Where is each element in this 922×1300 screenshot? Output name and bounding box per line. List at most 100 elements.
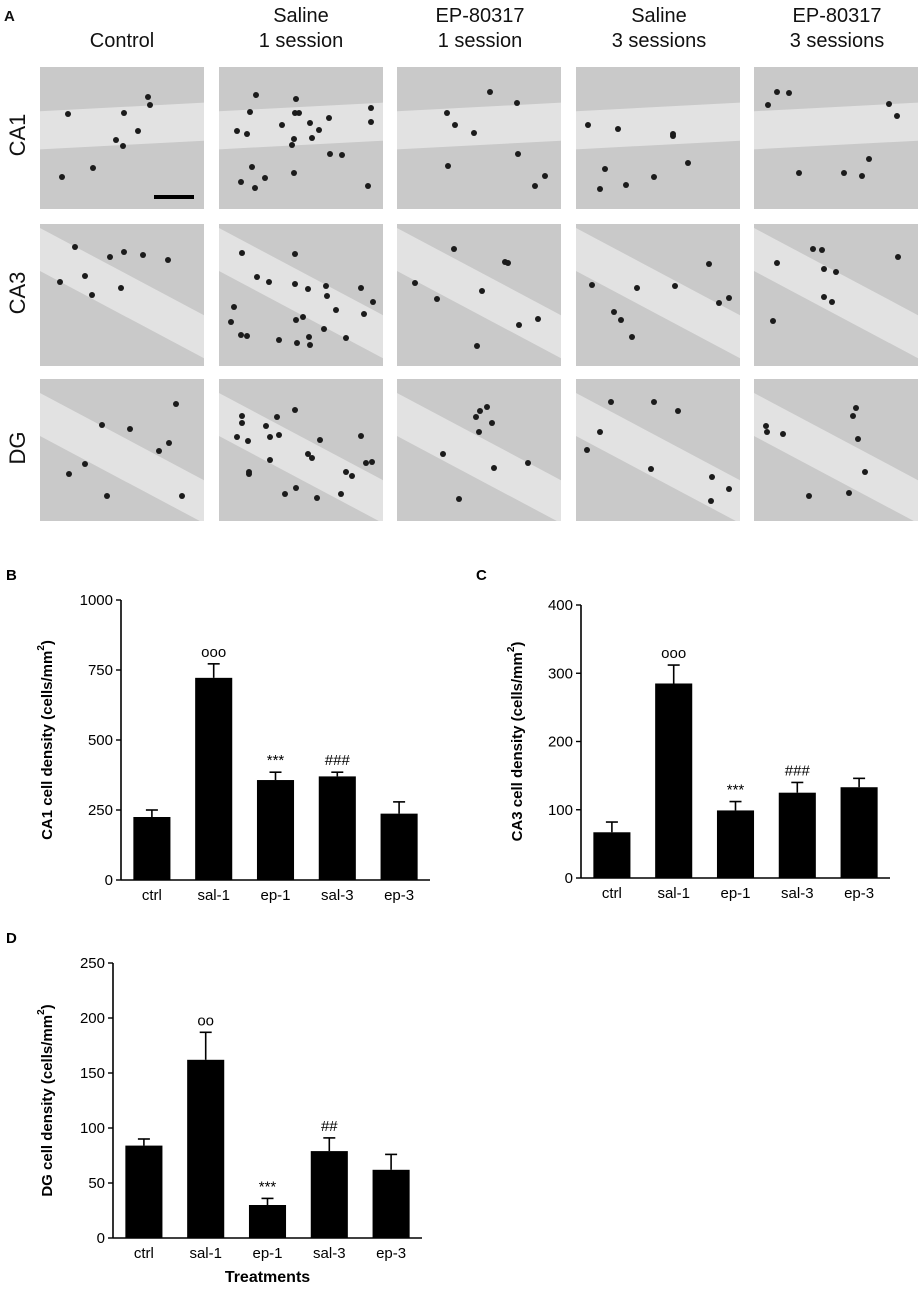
stained-cell	[444, 110, 450, 116]
stained-cell	[307, 120, 313, 126]
stained-cell	[786, 90, 792, 96]
stained-cell	[324, 293, 330, 299]
column-header-ep-1: EP-80317 1 session	[435, 5, 525, 52]
stained-cell	[434, 296, 440, 302]
stained-cell	[245, 438, 251, 444]
stained-cell	[323, 283, 329, 289]
x-tick-label: sal-3	[313, 1245, 346, 1262]
stained-cell	[59, 174, 65, 180]
x-tick-label: sal-1	[197, 887, 230, 904]
x-tick-label: ep-1	[720, 885, 750, 902]
stained-cell	[234, 128, 240, 134]
bar-ep-1	[248, 1205, 287, 1238]
stained-cell	[853, 405, 859, 411]
stained-cell	[866, 156, 872, 162]
stained-cell	[57, 279, 63, 285]
stained-cell	[156, 448, 162, 454]
stained-cell	[763, 423, 769, 429]
stained-cell	[249, 164, 255, 170]
stained-cell	[82, 461, 88, 467]
stained-cell	[368, 105, 374, 111]
stained-cell	[476, 429, 482, 435]
column-header-ep-3: EP-80317 3 sessions	[789, 5, 885, 52]
stained-cell	[806, 493, 812, 499]
stained-cell	[267, 457, 273, 463]
stained-cell	[515, 151, 521, 157]
x-tick-label: ep-3	[376, 1245, 406, 1262]
stained-cell	[276, 432, 282, 438]
stained-cell	[253, 92, 259, 98]
stained-cell	[623, 182, 629, 188]
stained-cell	[440, 451, 446, 457]
chart-ca1: B 0 250 500 750 1000 CA1 cell density (cells/m…	[6, 567, 430, 904]
stained-cell	[300, 314, 306, 320]
stained-cell	[774, 89, 780, 95]
stained-cell	[819, 247, 825, 253]
panel-letter: B	[6, 567, 17, 584]
stained-cell	[487, 89, 493, 95]
stained-cell	[363, 460, 369, 466]
stained-cell	[484, 404, 490, 410]
stained-cell	[810, 246, 816, 252]
significance-mark: ***	[259, 1178, 277, 1195]
y-axis-label: CA3 cell density (cells/mm2)	[506, 642, 526, 842]
stained-cell	[886, 101, 892, 107]
stained-cell	[706, 261, 712, 267]
stained-cell	[166, 440, 172, 446]
chart-dg: D 0 50 100 150 200 250 DG cell density (cells/m…	[6, 930, 422, 1286]
x-tick-label: ep-1	[252, 1245, 282, 1262]
y-axis-label: CA1 cell density (cells/mm2)	[36, 640, 56, 840]
y-tick-label: 50	[88, 1175, 105, 1192]
stained-cell	[859, 173, 865, 179]
stained-cell	[833, 269, 839, 275]
stained-cell	[339, 152, 345, 158]
stained-cell	[327, 151, 333, 157]
stained-cell	[305, 451, 311, 457]
stained-cell	[675, 408, 681, 414]
stained-cell	[685, 160, 691, 166]
bar-sal-1	[187, 1059, 225, 1238]
micrograph-ca3-3	[576, 224, 740, 366]
micrograph-ca3-2	[397, 224, 561, 366]
stained-cell	[246, 469, 252, 475]
stained-cell	[477, 408, 483, 414]
stained-cell	[239, 250, 245, 256]
x-axis-label: Treatments	[225, 1269, 310, 1286]
chart-ca3: C 0 100 200 300 400 CA3 cell density (cells/mm…	[476, 567, 890, 910]
stained-cell	[765, 102, 771, 108]
stained-cell	[179, 493, 185, 499]
stained-cell	[597, 186, 603, 192]
x-tick-label: ep-3	[384, 887, 414, 904]
stained-cell	[895, 254, 901, 260]
stained-cell	[774, 260, 780, 266]
stained-cell	[231, 304, 237, 310]
stained-cell	[491, 465, 497, 471]
y-tick-label: 250	[88, 802, 113, 819]
stained-cell	[309, 455, 315, 461]
stained-cell	[670, 133, 676, 139]
stained-cell	[584, 447, 590, 453]
x-axis-label: Treatments	[693, 909, 778, 910]
stained-cell	[276, 337, 282, 343]
stained-cell	[173, 401, 179, 407]
stained-cell	[726, 295, 732, 301]
micrograph-ca3-4	[754, 224, 918, 366]
stained-cell	[262, 175, 268, 181]
y-tick-label: 300	[548, 665, 573, 682]
panel-a-letter: A	[4, 8, 15, 25]
stained-cell	[474, 343, 480, 349]
panel-letter: D	[6, 930, 17, 947]
stained-cell	[121, 110, 127, 116]
stained-cell	[473, 414, 479, 420]
y-tick-label: 500	[88, 732, 113, 749]
stained-cell	[516, 322, 522, 328]
stained-cell	[611, 309, 617, 315]
stained-cell	[412, 280, 418, 286]
stained-cell	[293, 317, 299, 323]
bar-ep-3	[372, 1169, 410, 1238]
micrograph-ca1-1	[219, 67, 383, 209]
stained-cell	[113, 137, 119, 143]
x-tick-label: ctrl	[142, 887, 162, 904]
stained-cell	[846, 490, 852, 496]
micrograph-ca1-2	[397, 67, 561, 209]
